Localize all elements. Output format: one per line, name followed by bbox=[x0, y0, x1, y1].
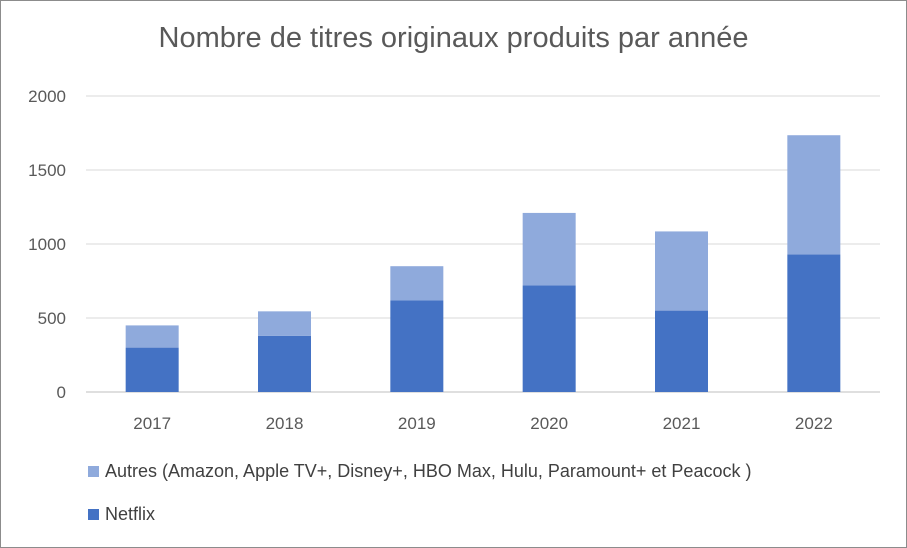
legend-item-autres: Autres (Amazon, Apple TV+, Disney+, HBO … bbox=[88, 460, 751, 482]
x-tick-label: 2021 bbox=[663, 414, 701, 433]
bar-netflix bbox=[258, 335, 311, 392]
bar-autres bbox=[522, 212, 576, 286]
bar-netflix bbox=[390, 300, 444, 392]
legend-swatch-netflix bbox=[88, 508, 99, 520]
bar-netflix bbox=[655, 310, 708, 392]
bar-netflix bbox=[522, 285, 576, 392]
y-tick-label: 0 bbox=[57, 383, 66, 402]
chart-title: Nombre de titres originaux produits par … bbox=[158, 22, 749, 54]
legend-label-autres: Autres (Amazon, Apple TV+, Disney+, HBO … bbox=[105, 460, 752, 481]
x-tick-label: 2022 bbox=[795, 414, 833, 433]
x-tick-label: 2018 bbox=[266, 414, 304, 433]
legend-swatch-autres bbox=[88, 465, 99, 477]
bar-autres bbox=[258, 311, 311, 336]
bar-autres bbox=[125, 325, 179, 348]
y-tick-label: 500 bbox=[38, 309, 66, 328]
y-tick-label: 1000 bbox=[28, 235, 66, 254]
legend-label-netflix: Netflix bbox=[105, 503, 156, 524]
x-tick-label: 2017 bbox=[133, 414, 171, 433]
legend-item-netflix: Netflix bbox=[88, 503, 751, 525]
bar-autres bbox=[390, 266, 444, 301]
bar-netflix bbox=[125, 347, 179, 392]
x-tick-label: 2019 bbox=[398, 414, 436, 433]
bar-netflix bbox=[787, 254, 841, 392]
bar-autres bbox=[787, 135, 841, 255]
legend: Autres (Amazon, Apple TV+, Disney+, HBO … bbox=[88, 460, 751, 546]
bar-autres bbox=[655, 231, 708, 311]
x-tick-label: 2020 bbox=[530, 414, 568, 433]
y-tick-label: 1500 bbox=[28, 161, 66, 180]
y-tick-label: 2000 bbox=[28, 87, 66, 106]
